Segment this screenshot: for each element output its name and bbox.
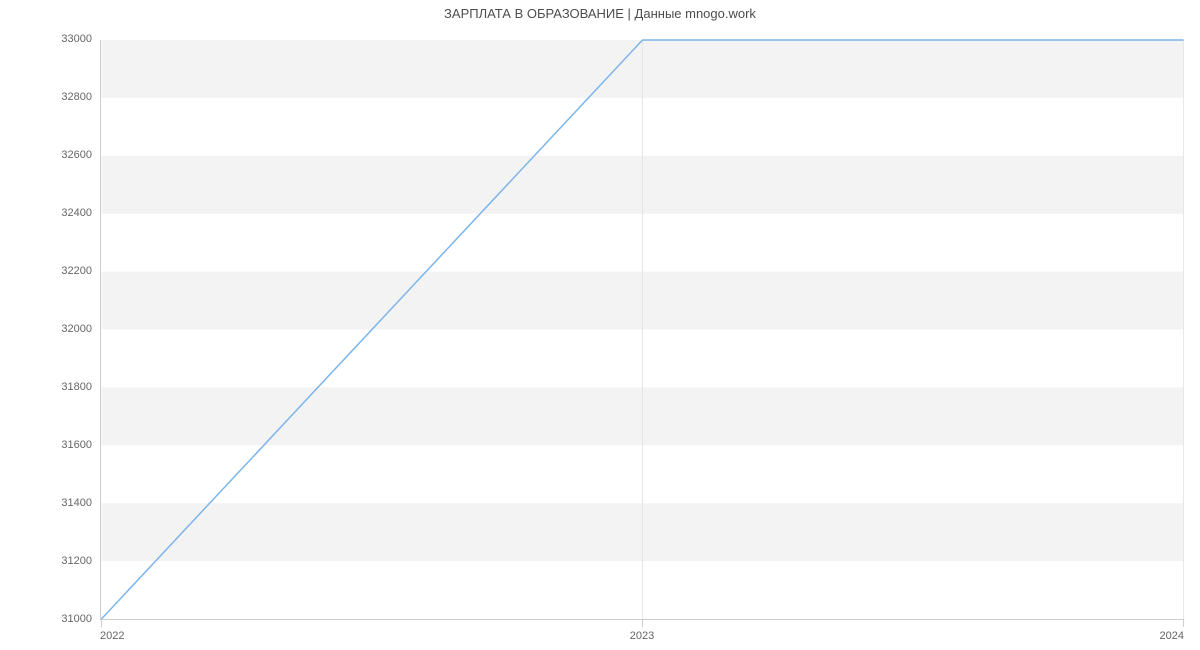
salary-chart: ЗАРПЛАТА В ОБРАЗОВАНИЕ | Данные mnogo.wo… [0,0,1200,650]
plot-area [100,40,1184,620]
y-tick-label: 32800 [61,91,92,103]
y-tick-label: 33000 [61,33,92,45]
plot-svg [101,40,1184,619]
y-tick-label: 31400 [61,497,92,509]
x-tick-label: 2023 [630,630,654,642]
x-tick-label: 2024 [1160,630,1184,642]
y-tick-label: 32200 [61,265,92,277]
y-tick-label: 31600 [61,439,92,451]
y-tick-label: 32000 [61,323,92,335]
y-tick-label: 31000 [61,613,92,625]
x-tick-label: 2022 [100,630,124,642]
y-tick-label: 31800 [61,381,92,393]
y-tick-label: 31200 [61,555,92,567]
y-tick-label: 32600 [61,149,92,161]
y-tick-label: 32400 [61,207,92,219]
chart-title: ЗАРПЛАТА В ОБРАЗОВАНИЕ | Данные mnogo.wo… [0,6,1200,21]
